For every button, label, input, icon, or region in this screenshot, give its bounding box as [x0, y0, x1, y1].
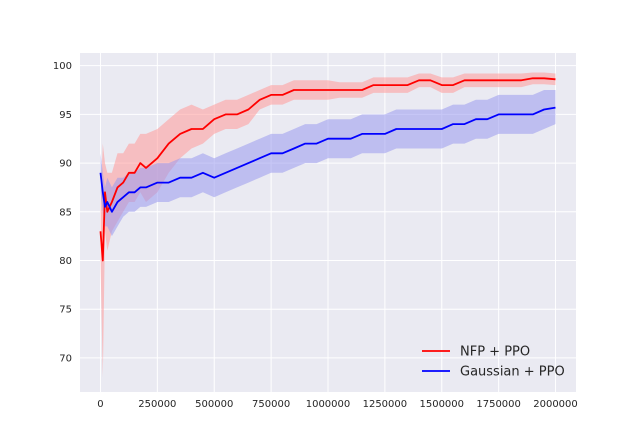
legend-label-1: Gaussian + PPO [460, 365, 565, 380]
y-tick-label: 75 [59, 305, 72, 316]
x-tick-label: 1750000 [476, 399, 521, 410]
series-lines [99, 77, 556, 262]
x-tick-label: 250000 [138, 399, 176, 410]
x-tick-label: 750000 [252, 399, 290, 410]
x-tick-label: 1250000 [363, 399, 408, 410]
x-tick-label: 1000000 [306, 399, 351, 410]
y-tick-label: 85 [59, 207, 72, 218]
x-tick-label: 0 [97, 399, 103, 410]
x-tick-label: 2000000 [533, 399, 578, 410]
y-tick-label: 80 [59, 256, 72, 267]
legend: NFP + PPO Gaussian + PPO [422, 345, 565, 380]
legend-label-0: NFP + PPO [460, 345, 530, 360]
y-tick-label: 70 [59, 353, 72, 364]
series-line-1 [99, 106, 556, 213]
x-axis-ticks: 0 250000 500000 750000 1000000 1250000 1500000… [97, 399, 578, 410]
y-axis-ticks: 70 75 80 85 90 95 100 [53, 61, 72, 364]
y-tick-label: 95 [59, 110, 72, 121]
series-band-1 [100, 90, 556, 237]
series-line-0 [99, 77, 556, 262]
y-tick-label: 90 [59, 159, 72, 170]
x-tick-label: 1500000 [419, 399, 464, 410]
y-tick-label: 100 [53, 61, 72, 72]
confidence-bands [100, 72, 556, 378]
x-tick-label: 500000 [195, 399, 233, 410]
